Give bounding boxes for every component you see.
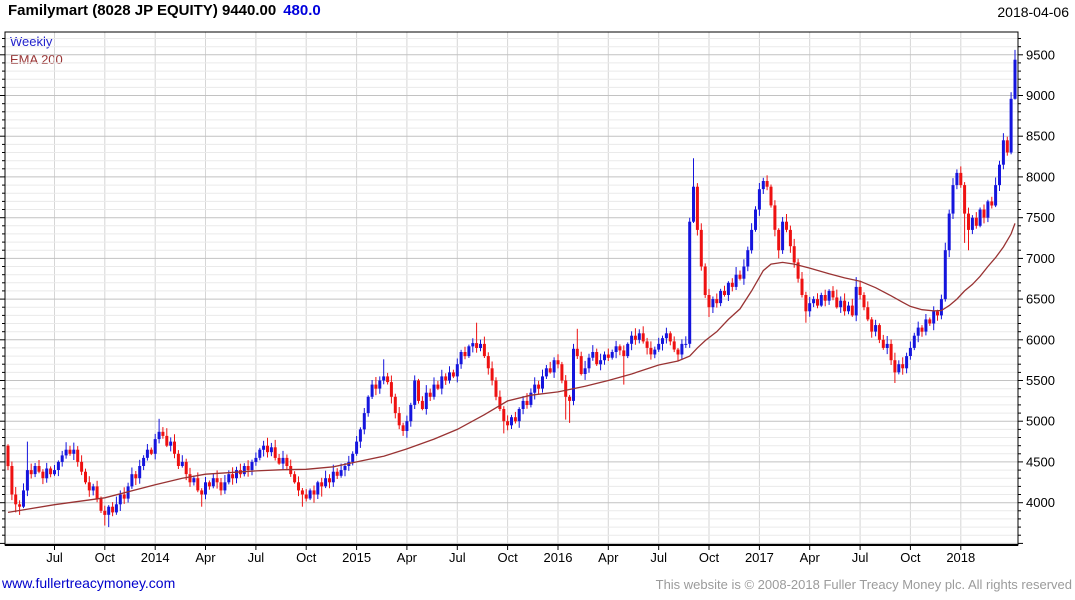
svg-text:Oct: Oct	[699, 550, 720, 565]
footer-site-link[interactable]: www.fullertreacymoney.com	[2, 575, 176, 591]
svg-text:9000: 9000	[1026, 88, 1055, 103]
svg-text:Oct: Oct	[900, 550, 921, 565]
svg-text:7000: 7000	[1026, 251, 1055, 266]
chart-title-main: Familymart (8028 JP EQUITY) 9440.00	[8, 2, 277, 19]
svg-text:Apr: Apr	[800, 550, 821, 565]
svg-text:7500: 7500	[1026, 210, 1055, 225]
svg-text:Oct: Oct	[497, 550, 518, 565]
svg-text:2017: 2017	[745, 550, 774, 565]
legend-weekly-label: Weekly	[10, 34, 53, 49]
svg-text:Oct: Oct	[95, 550, 116, 565]
svg-text:2015: 2015	[342, 550, 371, 565]
svg-text:Jul: Jul	[449, 550, 466, 565]
chart-title: Familymart (8028 JP EQUITY) 9440.00 480.0	[8, 2, 321, 19]
svg-text:Apr: Apr	[195, 550, 216, 565]
svg-text:5000: 5000	[1026, 414, 1055, 429]
svg-text:Apr: Apr	[598, 550, 619, 565]
svg-text:6500: 6500	[1026, 292, 1055, 307]
svg-text:4000: 4000	[1026, 495, 1055, 510]
chart-date: 2018-04-06	[997, 4, 1069, 20]
svg-text:Apr: Apr	[397, 550, 418, 565]
svg-text:2018: 2018	[946, 550, 975, 565]
svg-text:Jul: Jul	[46, 550, 63, 565]
svg-text:8500: 8500	[1026, 129, 1055, 144]
svg-text:2016: 2016	[544, 550, 573, 565]
footer-copyright: This website is © 2008-2018 Fuller Treac…	[655, 577, 1072, 592]
svg-text:5500: 5500	[1026, 373, 1055, 388]
svg-text:Jul: Jul	[248, 550, 265, 565]
svg-text:Jul: Jul	[852, 550, 869, 565]
chart-title-change: 480.0	[283, 2, 321, 19]
svg-text:6000: 6000	[1026, 332, 1055, 347]
svg-text:8000: 8000	[1026, 169, 1055, 184]
svg-text:9500: 9500	[1026, 47, 1055, 62]
svg-text:Oct: Oct	[296, 550, 317, 565]
svg-text:Jul: Jul	[650, 550, 667, 565]
svg-text:4500: 4500	[1026, 454, 1055, 469]
svg-text:2014: 2014	[141, 550, 170, 565]
